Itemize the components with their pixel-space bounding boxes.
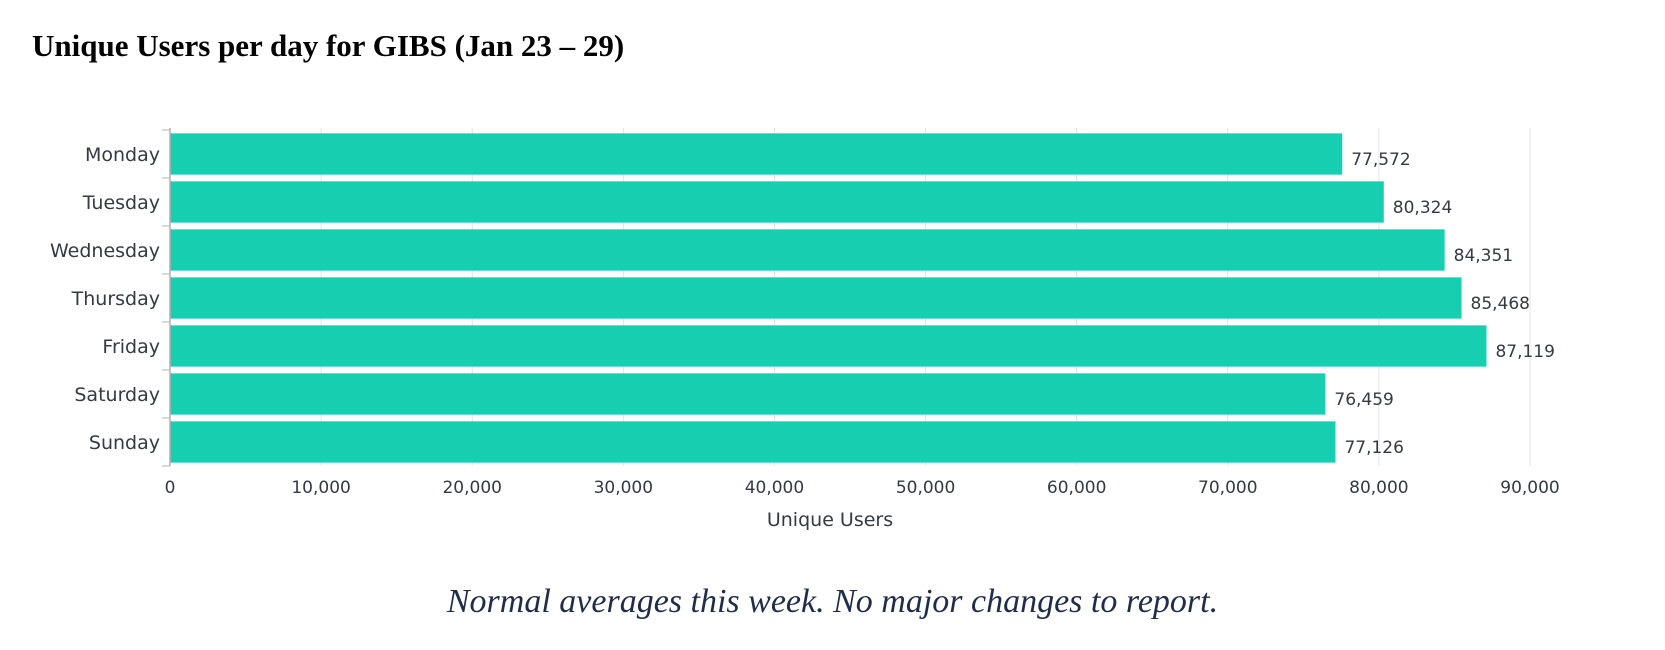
x-tick-label: 20,000 — [442, 478, 501, 498]
category-label: Wednesday — [50, 240, 160, 262]
page-title: Unique Users per day for GIBS (Jan 23 – … — [32, 28, 625, 63]
bar — [170, 277, 1462, 319]
bars — [170, 133, 1487, 463]
category-label: Tuesday — [82, 192, 160, 214]
summary-note: Normal averages this week. No major chan… — [446, 583, 1219, 620]
bar-value-label: 87,119 — [1495, 342, 1554, 362]
x-tick-label: 50,000 — [896, 478, 955, 498]
bar — [170, 373, 1326, 415]
category-label: Friday — [102, 336, 160, 358]
bar-value-label: 77,572 — [1351, 150, 1410, 170]
bar-value-label: 84,351 — [1454, 246, 1513, 266]
bar — [170, 133, 1343, 175]
category-label: Thursday — [71, 288, 160, 310]
x-tick-label: 10,000 — [291, 478, 350, 498]
bar — [170, 421, 1336, 463]
x-axis-title: Unique Users — [767, 509, 893, 531]
bar-value-label: 85,468 — [1471, 294, 1530, 314]
x-tick-label: 80,000 — [1349, 478, 1408, 498]
bar — [170, 229, 1445, 271]
bar-value-label: 77,126 — [1344, 438, 1403, 458]
labels: 0 10,000 20,000 30,000 40,000 50,000 60,000 70,… — [50, 144, 1560, 498]
category-label: Monday — [85, 144, 160, 166]
category-label: Sunday — [89, 432, 160, 454]
axes — [162, 128, 171, 467]
x-tick-label: 90,000 — [1500, 478, 1559, 498]
x-tick-label: 0 — [165, 478, 176, 498]
x-tick-label: 30,000 — [594, 478, 653, 498]
bar — [170, 181, 1384, 223]
x-tick-label: 70,000 — [1198, 478, 1257, 498]
bar-value-label: 80,324 — [1393, 198, 1452, 218]
x-tick-label: 40,000 — [745, 478, 804, 498]
bar-value-label: 76,459 — [1334, 390, 1393, 410]
x-tick-label: 60,000 — [1047, 478, 1106, 498]
bar — [170, 325, 1487, 367]
bar-chart: 0 10,000 20,000 30,000 40,000 50,000 60,000 70,… — [50, 128, 1560, 531]
category-label: Saturday — [74, 384, 160, 406]
